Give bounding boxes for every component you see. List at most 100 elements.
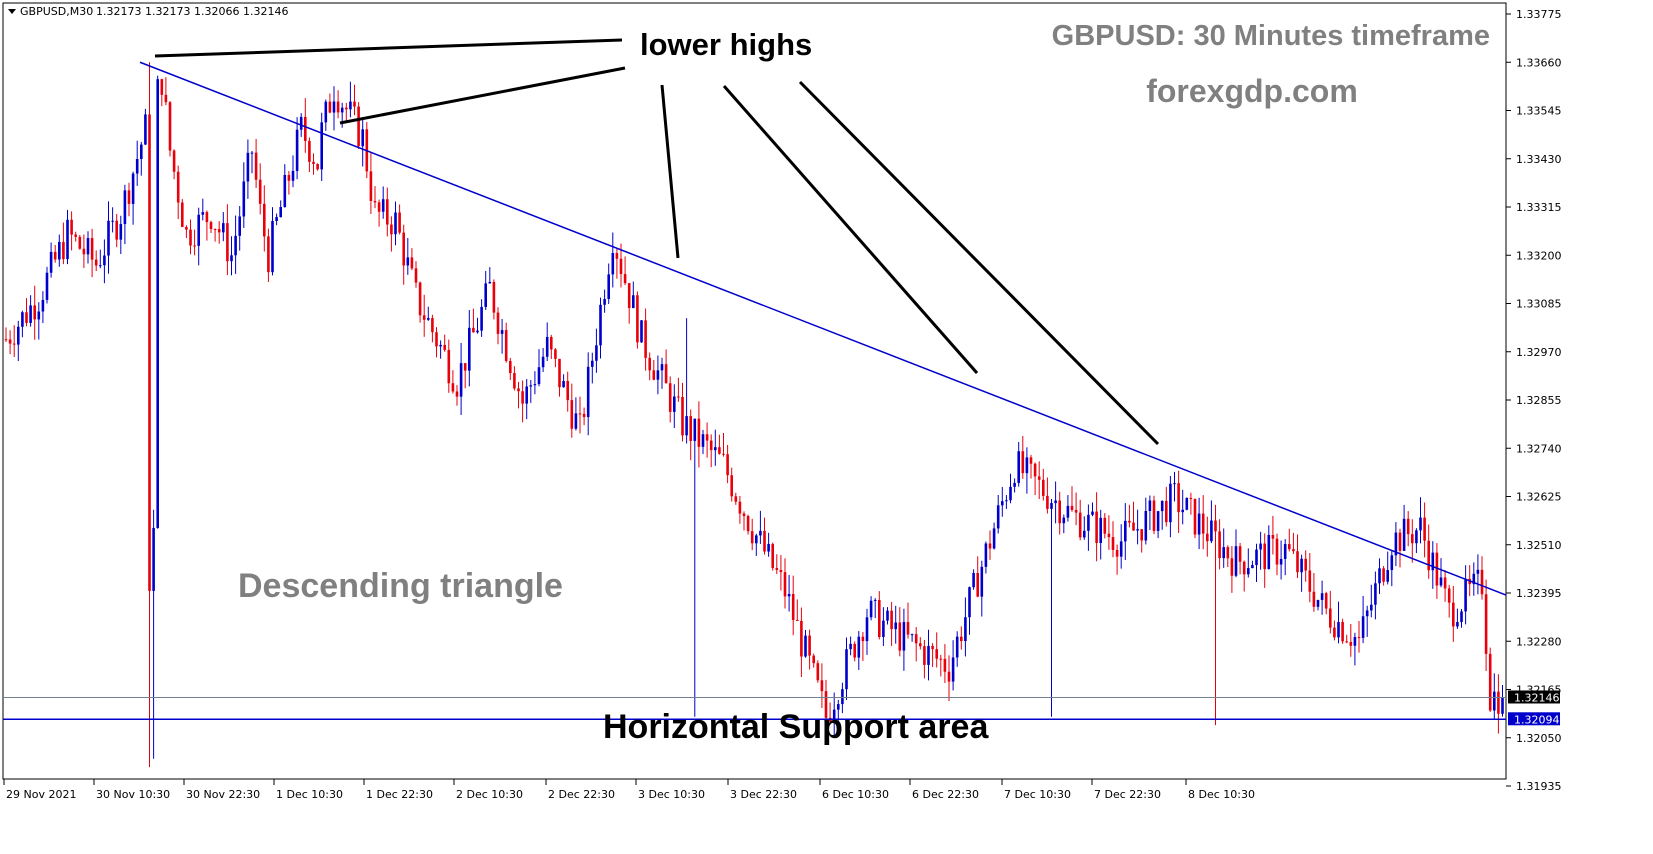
candle [537,349,541,387]
candle [1050,498,1053,717]
candle [209,220,213,233]
candle [484,270,487,310]
candle [1046,477,1049,514]
candle [119,215,123,255]
candle [693,418,697,717]
candle [1009,473,1012,504]
candle [361,116,364,167]
candle [148,62,151,768]
candle [41,291,45,324]
candle [1316,599,1320,611]
candle [1160,500,1164,530]
candle [1148,495,1152,531]
candle [1087,504,1090,551]
candle [410,248,414,271]
candle [755,533,758,556]
y-tick-label: 1.33545 [1516,105,1562,118]
y-tick-label: 1.33200 [1516,249,1562,262]
candle [1365,605,1369,637]
candle [1222,528,1225,568]
candle [1156,510,1160,539]
candle [468,310,471,387]
candle [865,608,869,655]
candle [1238,542,1242,575]
candle [705,422,709,458]
candle [1152,495,1156,535]
candle [1283,539,1287,576]
candle [1341,618,1344,644]
candle [1402,504,1406,551]
candle [816,660,820,683]
candle [984,541,988,574]
candle [1484,579,1488,672]
candle [1234,529,1238,578]
candle [1119,524,1123,569]
candle [242,162,246,228]
candle [1054,481,1057,524]
candle [1382,566,1385,586]
candle [394,201,397,246]
candle [1406,511,1410,547]
y-tick-label: 1.33430 [1516,153,1562,166]
candle [1456,608,1459,629]
candle [1431,541,1435,589]
candle [422,294,426,337]
candle [1337,601,1340,644]
candle [1378,558,1381,595]
candle [832,692,836,736]
candle [500,318,504,354]
candle [115,213,118,248]
candle [1165,486,1168,527]
candle [1111,521,1115,558]
candle [398,204,401,235]
candle [201,198,205,221]
candle [738,495,742,524]
candle [1136,509,1139,545]
candle [86,231,90,264]
candle [1013,478,1016,493]
candle [439,340,442,359]
candle [603,289,606,313]
menu-triangle-icon[interactable] [8,9,16,14]
candle [238,206,241,251]
candle [656,355,660,395]
candle [172,149,176,180]
candle [1333,620,1336,641]
candle [566,371,569,412]
y-tick-label: 1.33775 [1516,8,1562,21]
candle [1435,543,1439,599]
candle [910,633,914,642]
candle [1074,492,1078,526]
candle [230,236,233,276]
descending-trendline[interactable] [139,61,1507,596]
candle [332,86,336,131]
candle [1423,502,1426,558]
candle [849,636,852,656]
candle [222,212,225,242]
candle [447,339,451,393]
candle [1070,486,1074,512]
candle [861,631,865,661]
candle [160,78,164,107]
candle [1058,491,1061,535]
candle [1279,540,1283,580]
candle [414,261,418,288]
candle [1443,570,1447,602]
candle [312,153,315,175]
candle [541,347,545,372]
candle [890,602,893,646]
y-tick-label: 1.32855 [1516,394,1562,407]
candle [1173,471,1176,502]
candle [1169,476,1172,538]
candle [509,357,512,380]
candle [791,575,795,636]
candle [796,599,799,622]
candle [1107,515,1111,550]
candle [1411,519,1414,563]
candle [882,607,885,646]
candle [771,542,774,571]
candle [189,219,192,255]
candle [1017,441,1020,487]
candle [1029,454,1033,479]
